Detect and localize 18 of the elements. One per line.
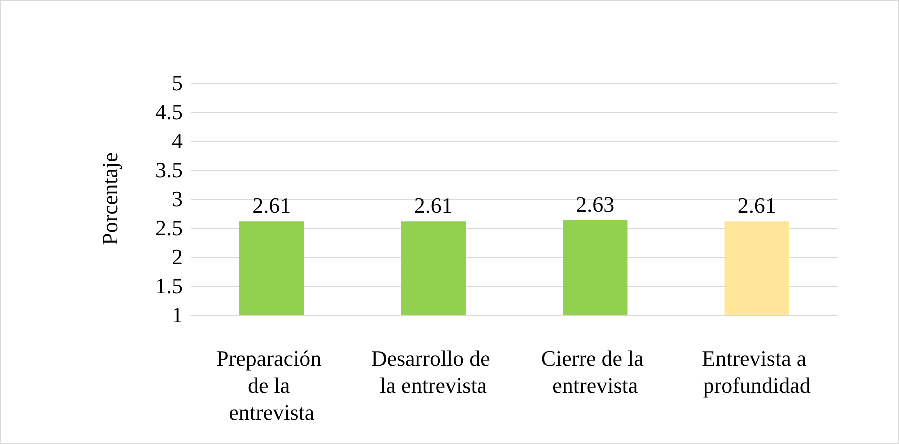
y-tick-label: 3.5	[156, 158, 183, 182]
data-label: 2.61	[414, 193, 453, 218]
x-tick-label: Preparación de la entrevista	[216, 346, 328, 425]
y-tick-label: 2	[172, 244, 183, 270]
y-tick-label: 1	[172, 302, 183, 328]
y-tick-label: 4.5	[156, 100, 183, 124]
y-tick-label: 5	[172, 70, 183, 96]
data-label: 2.61	[738, 193, 776, 218]
y-tick-label: 4	[172, 128, 183, 154]
x-tick-label: Cierre de la entrevista	[541, 346, 650, 398]
data-label: 2.63	[576, 192, 615, 217]
data-label: 2.61	[252, 193, 292, 218]
y-tick-label: 1.5	[156, 274, 183, 298]
y-tick-label: 2.5	[156, 216, 183, 240]
x-tick-label: Entrevista a profundidad	[702, 346, 812, 398]
y-tick-label: 3	[172, 186, 183, 212]
y-axis-title: Porcentaje	[98, 152, 122, 246]
x-tick-label: Desarrollo de la entrevista	[371, 346, 496, 398]
